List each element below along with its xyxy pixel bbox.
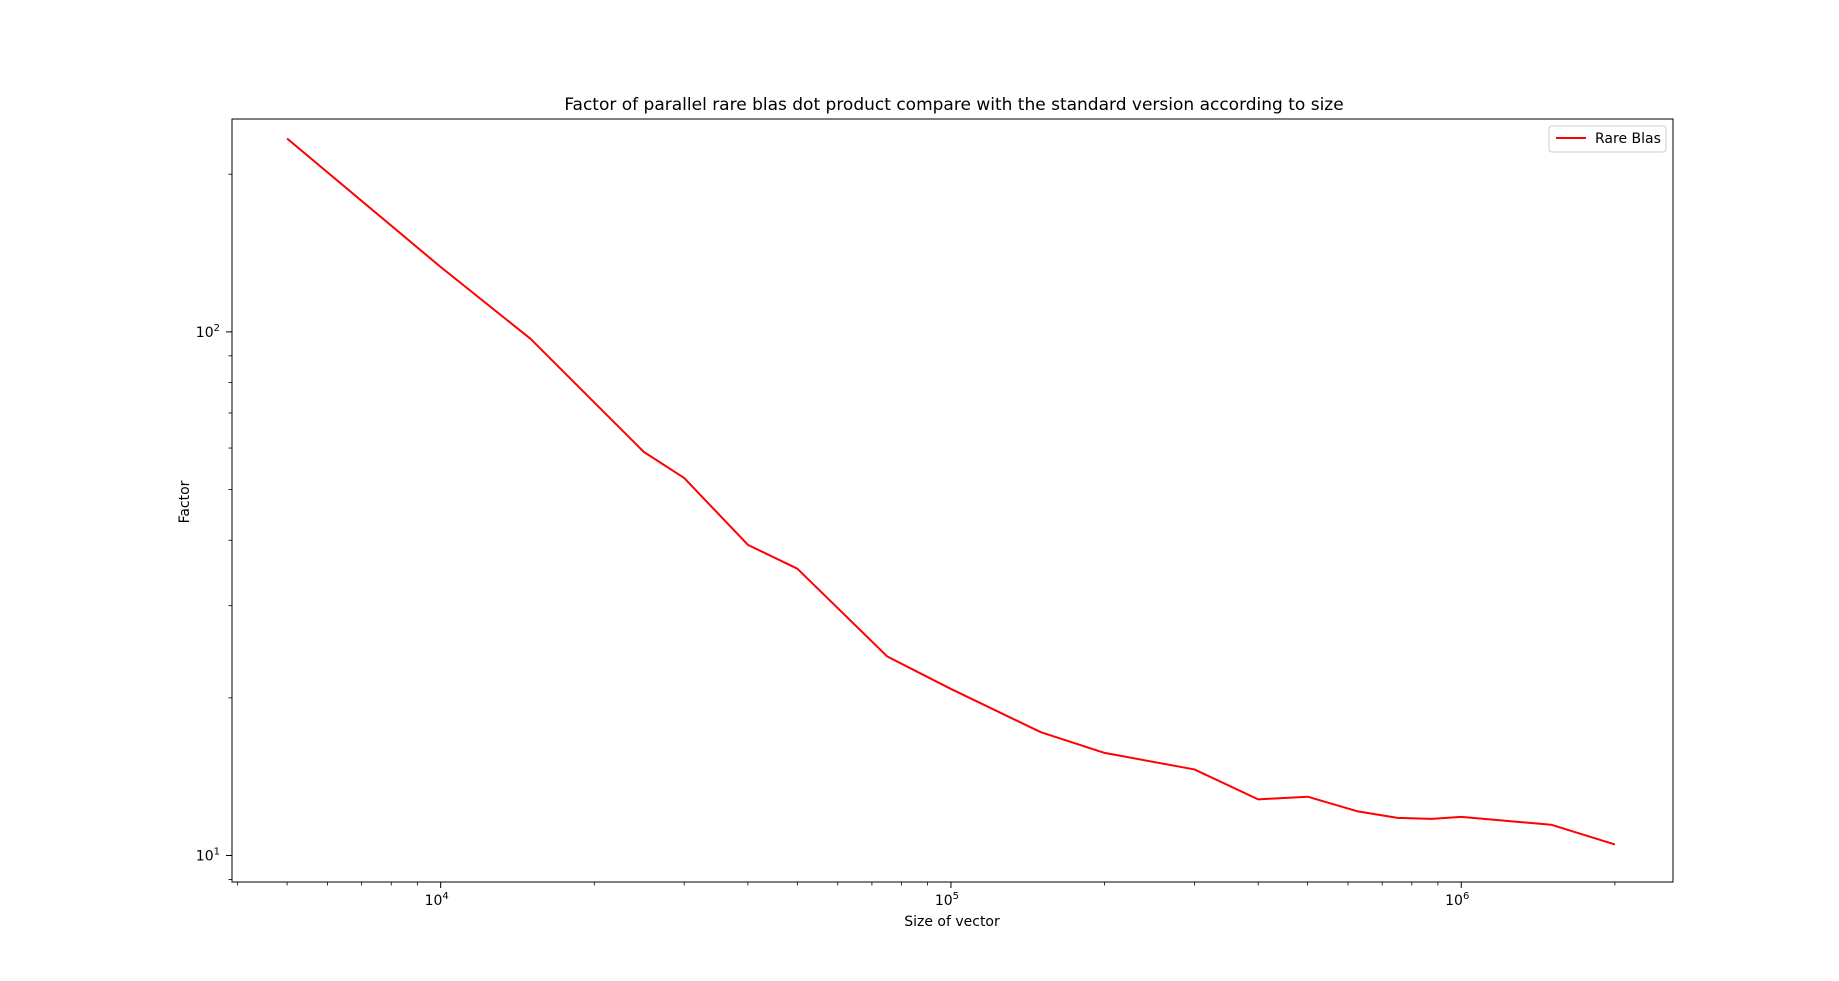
x-tick-label: 104 — [425, 891, 449, 909]
x-tick-label: 106 — [1445, 891, 1469, 909]
plot-area-frame — [231, 118, 1674, 883]
legend: Rare Blas — [1548, 125, 1667, 153]
legend-label-rare-blas: Rare Blas — [1595, 131, 1661, 147]
x-axis-label: Size of vector — [904, 914, 1000, 930]
series-line-rare-blas — [286, 137, 1616, 846]
y-tick-label: 101 — [196, 846, 220, 864]
chart-title: Factor of parallel rare blas dot product… — [564, 95, 1343, 115]
y-axis-label: Factor — [177, 480, 193, 523]
y-tick-label: 102 — [196, 323, 220, 341]
x-tick-label: 105 — [935, 891, 959, 909]
legend-box — [1548, 125, 1667, 153]
